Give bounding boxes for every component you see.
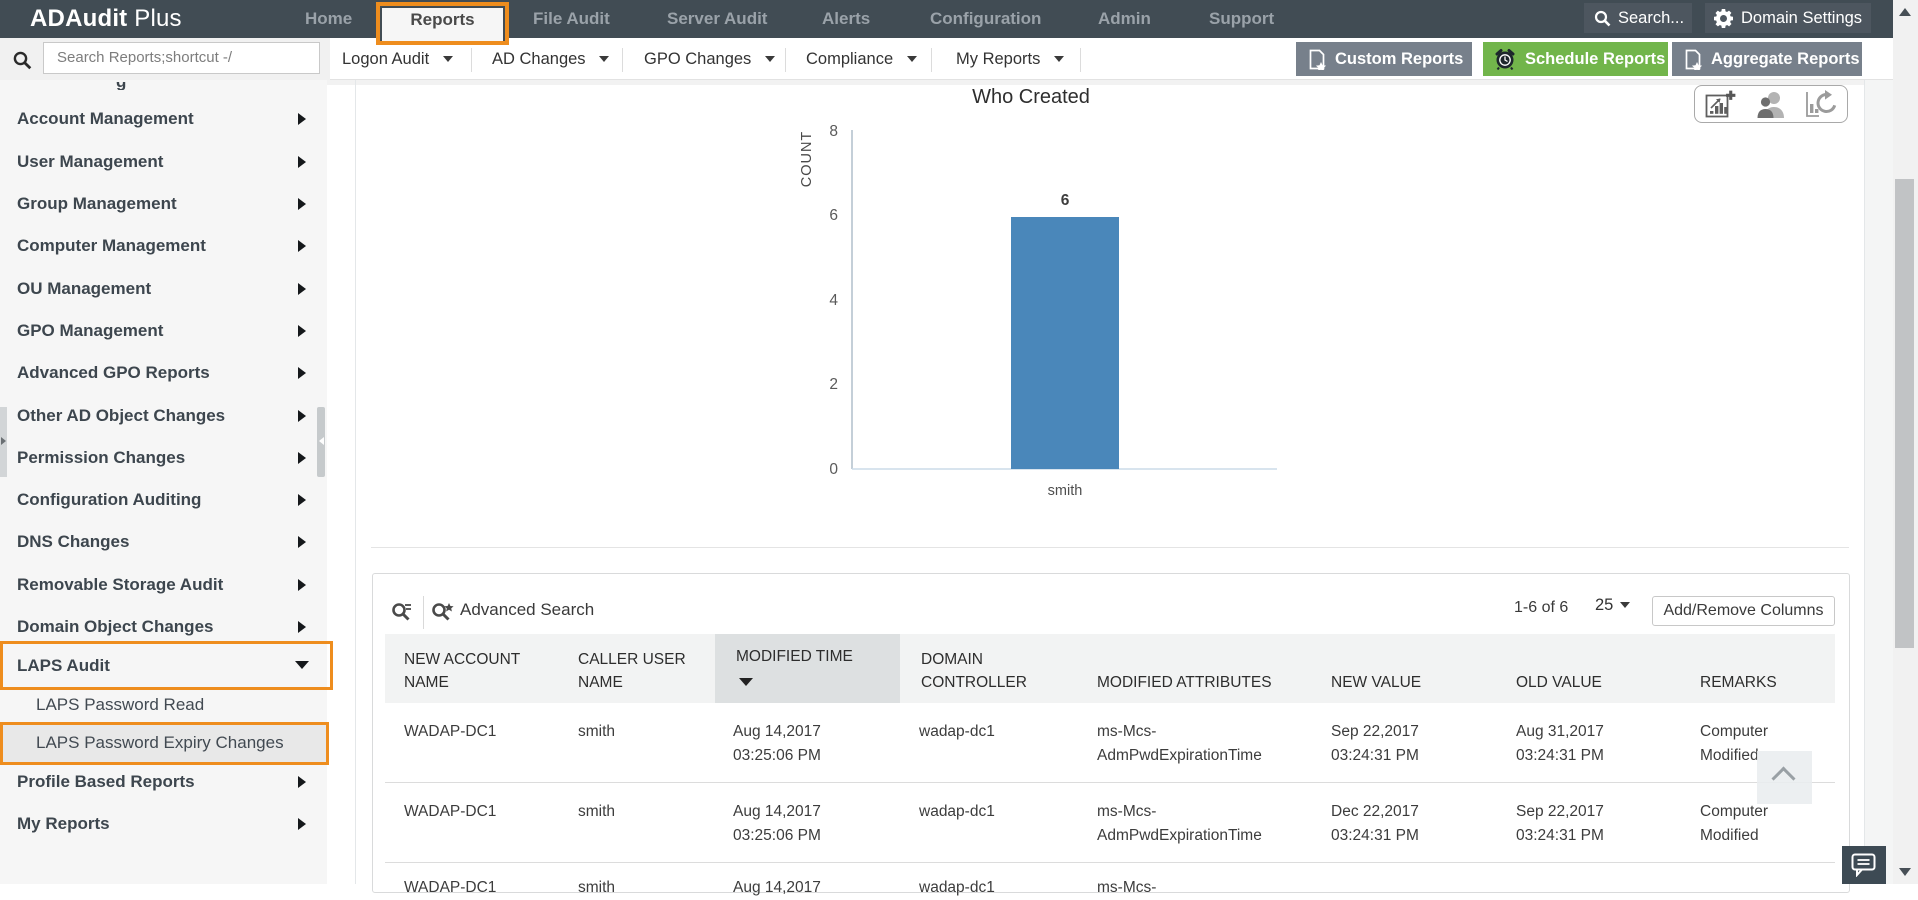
svg-text:8: 8 bbox=[829, 123, 838, 140]
svg-text:2: 2 bbox=[829, 376, 838, 393]
svg-text:4: 4 bbox=[829, 292, 838, 309]
svg-text:smith: smith bbox=[1048, 483, 1083, 499]
svg-text:COUNT: COUNT bbox=[799, 131, 815, 188]
svg-text:6: 6 bbox=[829, 207, 838, 224]
svg-text:6: 6 bbox=[1061, 192, 1070, 209]
svg-text:0: 0 bbox=[829, 461, 838, 478]
